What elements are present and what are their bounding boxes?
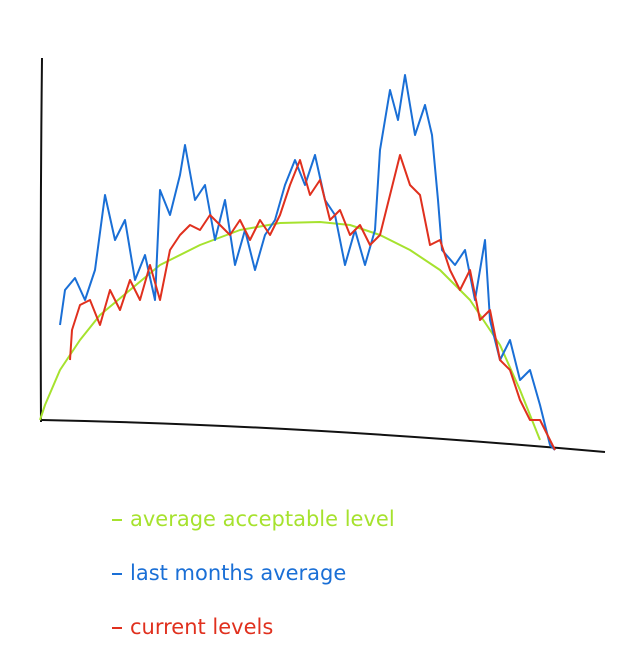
legend-text: last months average [130, 561, 346, 585]
series-line [69, 154, 556, 451]
series-line [39, 221, 541, 441]
series-line [59, 74, 556, 451]
plot-area [39, 74, 556, 451]
legend-text: average acceptable level [130, 507, 395, 531]
legend: average acceptable level last months aver… [112, 507, 395, 639]
legend-text: current levels [130, 615, 273, 639]
x-axis [41, 419, 606, 453]
y-axis [39, 57, 43, 423]
